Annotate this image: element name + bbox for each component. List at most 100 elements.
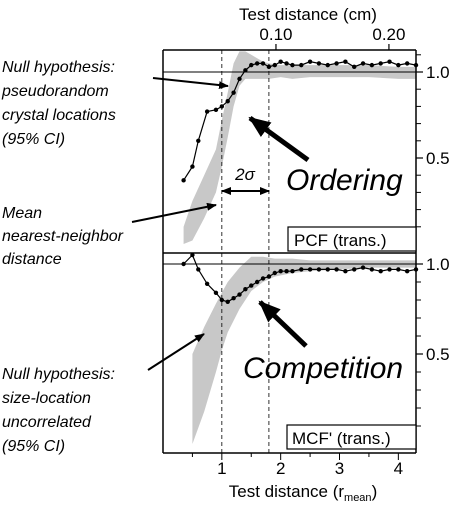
pcf-y-tick-label: 0.5 <box>426 149 450 168</box>
top-axis-tick-label: 0.10 <box>259 25 292 44</box>
x-tick-label: 1 <box>217 459 226 478</box>
mcf-data-point <box>219 297 225 303</box>
mcf-data-point <box>266 274 272 279</box>
pcf-data-point <box>278 59 283 64</box>
bottom-axis-title-end: ) <box>372 482 378 501</box>
mcf-data-point <box>272 270 277 276</box>
pcf-data-point <box>369 62 375 68</box>
mcf-data-point <box>213 290 219 295</box>
pcf-data-point <box>190 164 195 169</box>
arrow-competition <box>258 300 308 348</box>
null-mcf-line-4: (95% CI) <box>2 438 65 455</box>
pcf-data-point <box>343 59 348 64</box>
mcf-ci-band <box>192 256 416 444</box>
mcf-data-point <box>225 299 230 304</box>
x-tick-label: 2 <box>276 459 285 478</box>
mcf-data-point <box>299 267 304 272</box>
annotation-null-mcf: Null hypothesis: size-location uncorrela… <box>2 366 115 455</box>
pcf-data-point <box>204 109 210 114</box>
pcf-data-point <box>231 90 236 95</box>
null-pcf-line-4: (95% CI) <box>2 131 65 148</box>
mean-nn-line-3: distance <box>2 251 62 268</box>
mcf-data-point <box>378 269 383 274</box>
mcf-data-point <box>237 292 242 297</box>
ordering-label: Ordering <box>286 164 403 197</box>
mcf-label-box: MCF' (trans.) <box>286 424 417 450</box>
arrow-null-pcf <box>152 77 229 90</box>
pcf-data-point <box>243 68 248 73</box>
null-pcf-line-3: crystal locations <box>2 107 116 124</box>
null-pcf-line-1: Null hypothesis: <box>2 59 115 76</box>
mean-nn-line-1: Mean <box>2 205 42 222</box>
mcf-data-point <box>290 269 295 274</box>
mcf-data-point <box>181 261 186 267</box>
pcf-data-point <box>225 99 230 104</box>
mcf-y-tick-label: 0.5 <box>426 345 450 364</box>
null-mcf-line-3: uncorrelated <box>2 414 92 431</box>
pcf-data-point <box>284 61 289 66</box>
mcf-data-point <box>369 267 375 272</box>
pcf-data-point <box>387 59 392 64</box>
mcf-data-point <box>249 283 254 288</box>
bottom-axis-title-sub: mean <box>344 492 372 504</box>
pcf-data-point <box>396 62 401 68</box>
pcf-data-point <box>249 62 254 68</box>
arrow-ordering <box>248 115 310 163</box>
pcf-data-point <box>299 62 304 68</box>
pcf-y-tick-label: 1.0 <box>426 63 450 82</box>
pcf-data-point <box>316 61 322 66</box>
bottom-axis-title-main: Test distance (r <box>229 482 345 501</box>
mcf-data-point <box>260 276 266 281</box>
mcf-data-point <box>387 267 392 272</box>
pcf-data-point <box>266 64 272 70</box>
null-mcf-line-1: Null hypothesis: <box>2 366 115 383</box>
pcf-data-point <box>325 62 330 68</box>
pcf-data-point <box>237 76 242 82</box>
mcf-data-point <box>343 269 348 274</box>
pcf-data-point <box>272 62 277 68</box>
pcf-data-point <box>360 61 366 66</box>
mcf-panel: 1.0 0.5 1 2 3 4 <box>162 252 450 478</box>
pcf-data-point <box>378 61 383 66</box>
pcf-label-box: PCF (trans.) <box>287 226 417 252</box>
mean-nn-line-2: nearest-neighbor <box>2 228 124 245</box>
arrow-mean-nn <box>131 202 217 223</box>
mcf-label: MCF' (trans.) <box>292 429 391 448</box>
pcf-data-point <box>352 64 357 70</box>
mcf-data-point <box>204 281 210 286</box>
mcf-data-point <box>190 252 195 258</box>
pcf-label: PCF (trans.) <box>294 231 387 250</box>
mcf-data-point <box>254 279 260 285</box>
mcf-data-point <box>243 287 248 292</box>
mcf-data-point <box>404 269 410 274</box>
mcf-data-point <box>284 269 289 274</box>
annotation-null-pcf: Null hypothesis: pseudorandom crystal lo… <box>1 59 116 148</box>
pcf-data-point <box>196 138 201 143</box>
competition-label: Competition <box>243 352 403 385</box>
x-tick-label: 4 <box>394 459 403 478</box>
pcf-data-point <box>307 59 313 64</box>
mcf-data-point <box>231 296 236 301</box>
mcf-data-point <box>396 267 401 272</box>
mcf-data-point <box>334 267 339 272</box>
pcf-data-point <box>290 62 295 68</box>
pcf-data-point <box>260 61 266 66</box>
mcf-data-point <box>307 267 313 272</box>
bottom-axis-title: Test distance (rmean) <box>229 482 377 504</box>
mcf-data-point <box>360 265 366 270</box>
x-tick-label: 3 <box>335 459 344 478</box>
top-axis-title: Test distance (cm) <box>239 5 377 24</box>
null-pcf-line-2: pseudorandom <box>1 83 109 100</box>
pcf-data-point <box>404 61 410 66</box>
pcf-data-point <box>181 178 186 183</box>
annotation-mean-nn: Mean nearest-neighbor distance <box>2 205 124 268</box>
pcf-data-point <box>219 104 225 109</box>
null-mcf-line-2: size-location <box>2 390 91 407</box>
mcf-data-point <box>316 267 322 272</box>
mcf-y-tick-label: 1.0 <box>426 255 450 274</box>
pcf-data-point <box>334 61 339 66</box>
mcf-data-point <box>278 269 283 274</box>
pcf-ci-band <box>183 51 416 244</box>
pcf-data-point <box>254 61 260 66</box>
